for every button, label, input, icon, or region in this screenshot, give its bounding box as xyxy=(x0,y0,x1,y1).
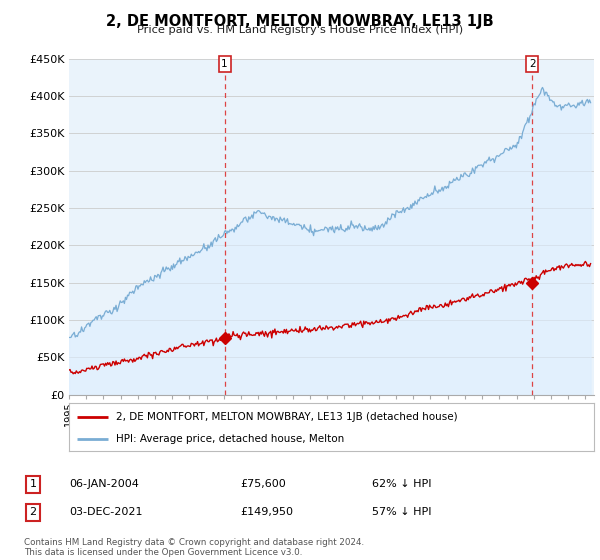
Text: 06-JAN-2004: 06-JAN-2004 xyxy=(69,479,139,489)
Text: Price paid vs. HM Land Registry's House Price Index (HPI): Price paid vs. HM Land Registry's House … xyxy=(137,25,463,35)
Text: 03-DEC-2021: 03-DEC-2021 xyxy=(69,507,143,517)
Text: 1: 1 xyxy=(29,479,37,489)
Text: £149,950: £149,950 xyxy=(240,507,293,517)
Text: 62% ↓ HPI: 62% ↓ HPI xyxy=(372,479,431,489)
Text: HPI: Average price, detached house, Melton: HPI: Average price, detached house, Melt… xyxy=(116,434,344,444)
Text: 1: 1 xyxy=(221,59,228,69)
Text: 2, DE MONTFORT, MELTON MOWBRAY, LE13 1JB (detached house): 2, DE MONTFORT, MELTON MOWBRAY, LE13 1JB… xyxy=(116,412,458,422)
Text: Contains HM Land Registry data © Crown copyright and database right 2024.
This d: Contains HM Land Registry data © Crown c… xyxy=(24,538,364,557)
Text: 57% ↓ HPI: 57% ↓ HPI xyxy=(372,507,431,517)
Text: 2, DE MONTFORT, MELTON MOWBRAY, LE13 1JB: 2, DE MONTFORT, MELTON MOWBRAY, LE13 1JB xyxy=(106,14,494,29)
Text: 2: 2 xyxy=(29,507,37,517)
Text: 2: 2 xyxy=(529,59,536,69)
Text: £75,600: £75,600 xyxy=(240,479,286,489)
